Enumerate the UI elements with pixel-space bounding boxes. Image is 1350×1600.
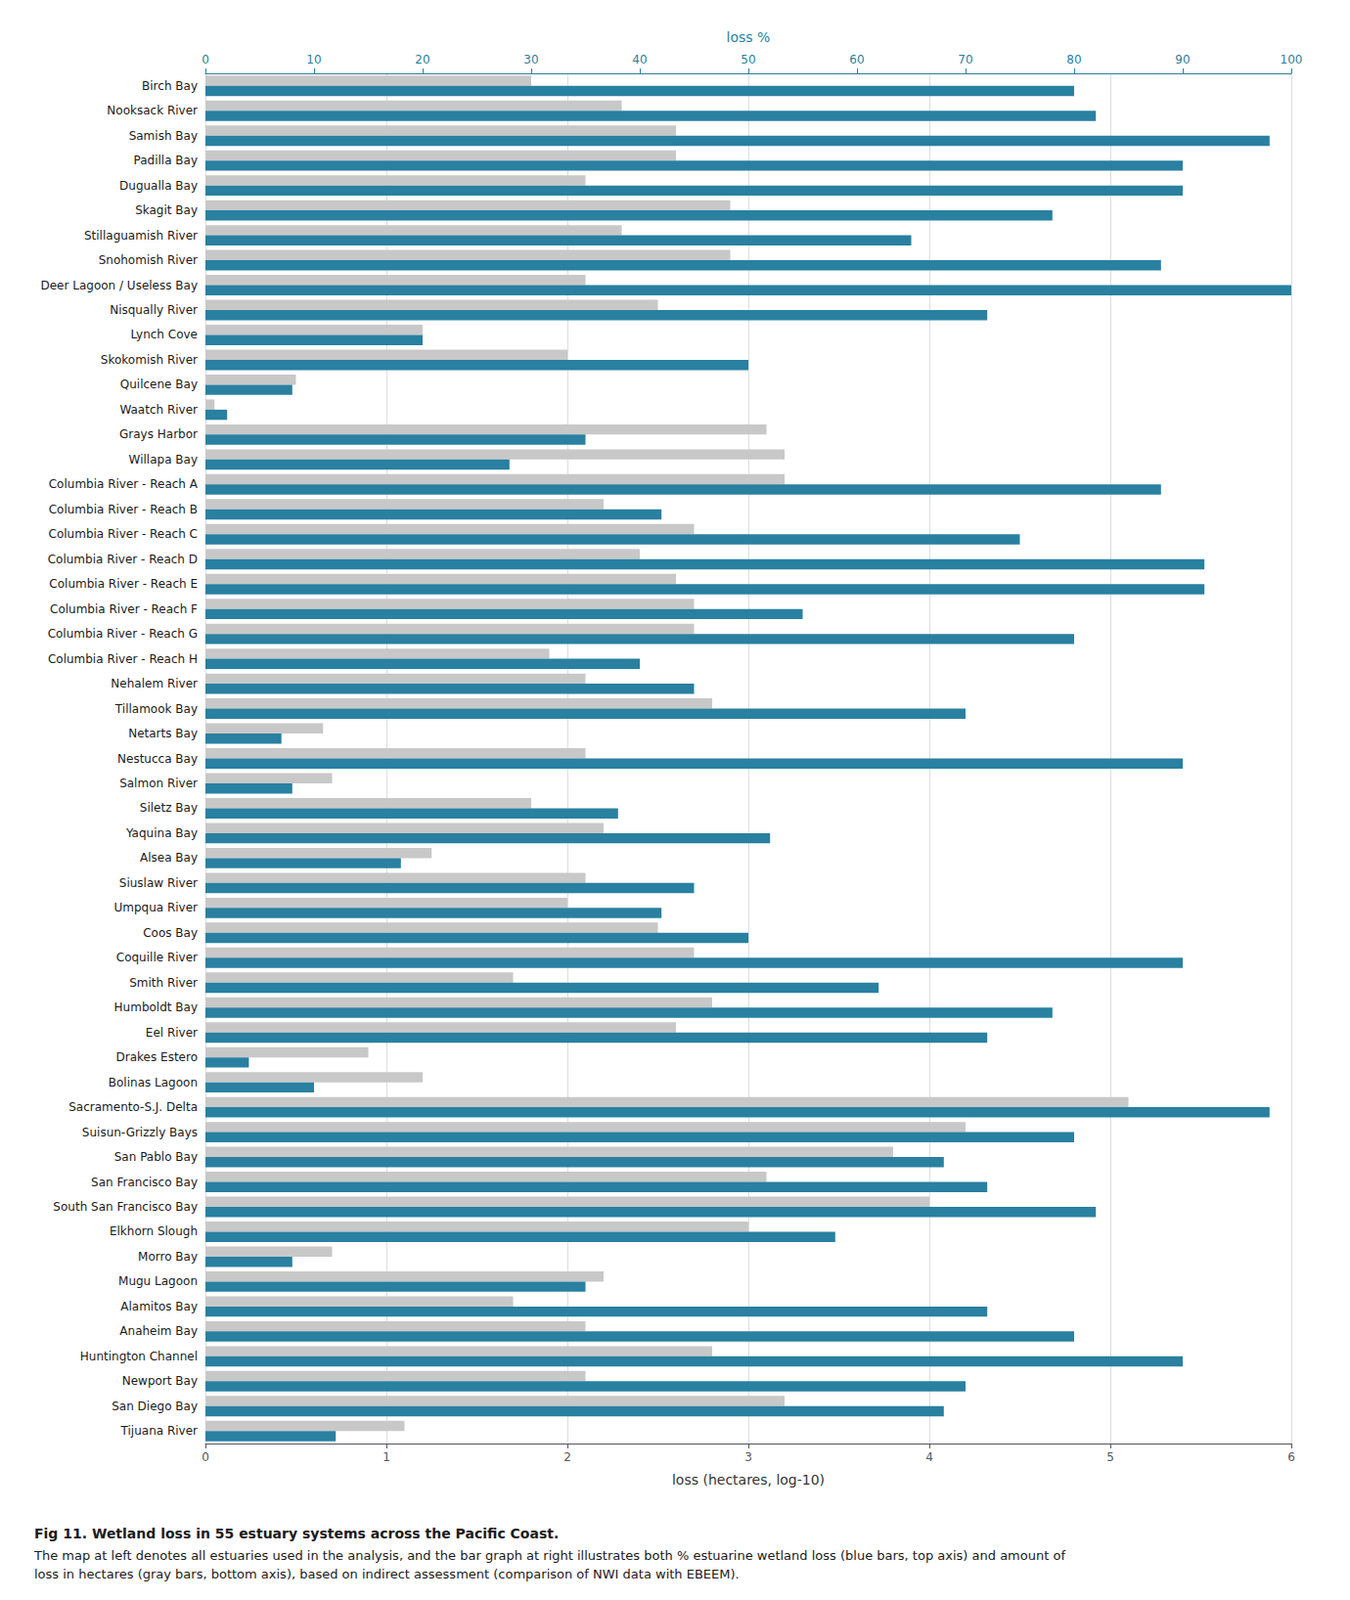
svg-text:Nehalem River: Nehalem River <box>110 676 198 691</box>
svg-text:30: 30 <box>523 52 539 67</box>
svg-text:Nestucca Bay: Nestucca Bay <box>117 752 198 766</box>
svg-text:Columbia River - Reach E: Columbia River - Reach E <box>48 577 198 591</box>
svg-text:90: 90 <box>1174 52 1190 67</box>
svg-text:0: 0 <box>201 52 210 67</box>
svg-text:Drakes Estero: Drakes Estero <box>116 1050 198 1065</box>
svg-text:Newport Bay: Newport Bay <box>122 1374 198 1389</box>
svg-text:Mugu Lagoon: Mugu Lagoon <box>118 1274 198 1289</box>
svg-text:The map at left denotes all es: The map at left denotes all estuaries us… <box>33 1548 1070 1564</box>
svg-text:Yaquina Bay: Yaquina Bay <box>125 826 198 841</box>
svg-text:Columbia River - Reach G: Columbia River - Reach G <box>47 627 198 641</box>
svg-text:60: 60 <box>849 52 864 67</box>
svg-text:70: 70 <box>957 52 973 67</box>
svg-text:Skokomish River: Skokomish River <box>100 353 198 367</box>
svg-text:Huntington Channel: Huntington Channel <box>80 1350 198 1364</box>
svg-text:Birch Bay: Birch Bay <box>141 79 198 93</box>
svg-text:Grays Harbor: Grays Harbor <box>119 427 198 442</box>
svg-text:5: 5 <box>1106 1450 1115 1465</box>
svg-text:Coos Bay: Coos Bay <box>142 926 198 941</box>
svg-text:Netarts Bay: Netarts Bay <box>128 726 198 741</box>
svg-text:Nooksack River: Nooksack River <box>106 103 198 118</box>
svg-text:loss in hectares (gray bars, b: loss in hectares (gray bars, bottom axis… <box>34 1567 740 1582</box>
svg-text:Nisqually River: Nisqually River <box>109 303 198 317</box>
svg-text:4: 4 <box>925 1450 934 1465</box>
svg-text:Smith River: Smith River <box>129 976 198 990</box>
svg-text:South San Francisco Bay: South San Francisco Bay <box>52 1200 198 1215</box>
svg-text:Fig 11. Wetland loss in 55 est: Fig 11. Wetland loss in 55 estuary syste… <box>34 1526 559 1542</box>
svg-text:Dugualla Bay: Dugualla Bay <box>119 179 198 193</box>
svg-text:loss (hectares, log-10): loss (hectares, log-10) <box>672 1472 825 1488</box>
svg-text:Tillamook Bay: Tillamook Bay <box>114 702 198 717</box>
svg-text:Deer Lagoon / Useless Bay: Deer Lagoon / Useless Bay <box>40 278 198 293</box>
svg-text:Humboldt Bay: Humboldt Bay <box>114 1000 198 1015</box>
svg-text:Alamitos Bay: Alamitos Bay <box>120 1300 198 1314</box>
svg-text:San Francisco Bay: San Francisco Bay <box>90 1175 198 1190</box>
svg-text:80: 80 <box>1066 52 1081 67</box>
svg-text:Willapa Bay: Willapa Bay <box>129 452 198 467</box>
svg-text:50: 50 <box>740 52 756 67</box>
svg-text:Samish Bay: Samish Bay <box>129 129 198 143</box>
svg-text:Bolinas Lagoon: Bolinas Lagoon <box>108 1076 198 1090</box>
svg-text:100: 100 <box>1280 52 1304 67</box>
svg-text:San Pablo Bay: San Pablo Bay <box>114 1150 198 1165</box>
svg-text:Snohomish River: Snohomish River <box>98 253 198 268</box>
svg-text:Skagit Bay: Skagit Bay <box>135 203 198 218</box>
svg-text:40: 40 <box>631 52 647 67</box>
svg-text:Stillaguamish River: Stillaguamish River <box>84 228 198 243</box>
svg-text:Columbia River - Reach B: Columbia River - Reach B <box>48 502 198 517</box>
svg-text:loss %: loss % <box>726 29 771 45</box>
svg-text:0: 0 <box>201 1450 210 1465</box>
svg-text:San Diego Bay: San Diego Bay <box>111 1399 198 1414</box>
svg-text:Sacramento-S.J. Delta: Sacramento-S.J. Delta <box>68 1100 198 1115</box>
svg-text:Siuslaw River: Siuslaw River <box>119 876 198 891</box>
svg-text:Salmon River: Salmon River <box>119 776 198 791</box>
svg-text:6: 6 <box>1287 1450 1296 1465</box>
svg-text:1: 1 <box>382 1450 391 1465</box>
svg-text:20: 20 <box>414 52 430 67</box>
svg-text:Waatch River: Waatch River <box>119 403 198 417</box>
svg-text:Morro Bay: Morro Bay <box>137 1250 198 1264</box>
svg-text:Umpqua River: Umpqua River <box>113 900 198 915</box>
svg-text:Columbia River - Reach A: Columbia River - Reach A <box>48 477 199 492</box>
svg-text:Quilcene Bay: Quilcene Bay <box>120 377 198 392</box>
svg-text:Lynch Cove: Lynch Cove <box>130 327 198 342</box>
svg-text:Columbia River - Reach F: Columbia River - Reach F <box>49 602 198 617</box>
svg-text:Columbia River - Reach H: Columbia River - Reach H <box>47 652 198 667</box>
svg-text:Siletz Bay: Siletz Bay <box>139 801 198 815</box>
svg-text:Suisun-Grizzly Bays: Suisun-Grizzly Bays <box>82 1125 198 1140</box>
svg-text:Columbia River - Reach C: Columbia River - Reach C <box>48 527 198 541</box>
svg-text:10: 10 <box>306 52 321 67</box>
svg-text:Coquille River: Coquille River <box>116 950 198 965</box>
svg-text:Tijuana River: Tijuana River <box>120 1424 199 1439</box>
svg-text:Anaheim Bay: Anaheim Bay <box>119 1324 198 1339</box>
svg-text:Padilla Bay: Padilla Bay <box>133 153 198 168</box>
svg-text:2: 2 <box>563 1450 572 1465</box>
svg-text:3: 3 <box>744 1450 753 1465</box>
svg-text:Elkhorn Slough: Elkhorn Slough <box>109 1224 198 1239</box>
svg-text:Alsea Bay: Alsea Bay <box>139 851 198 865</box>
svg-text:Eel River: Eel River <box>145 1026 198 1040</box>
svg-text:Columbia River - Reach D: Columbia River - Reach D <box>47 552 198 567</box>
